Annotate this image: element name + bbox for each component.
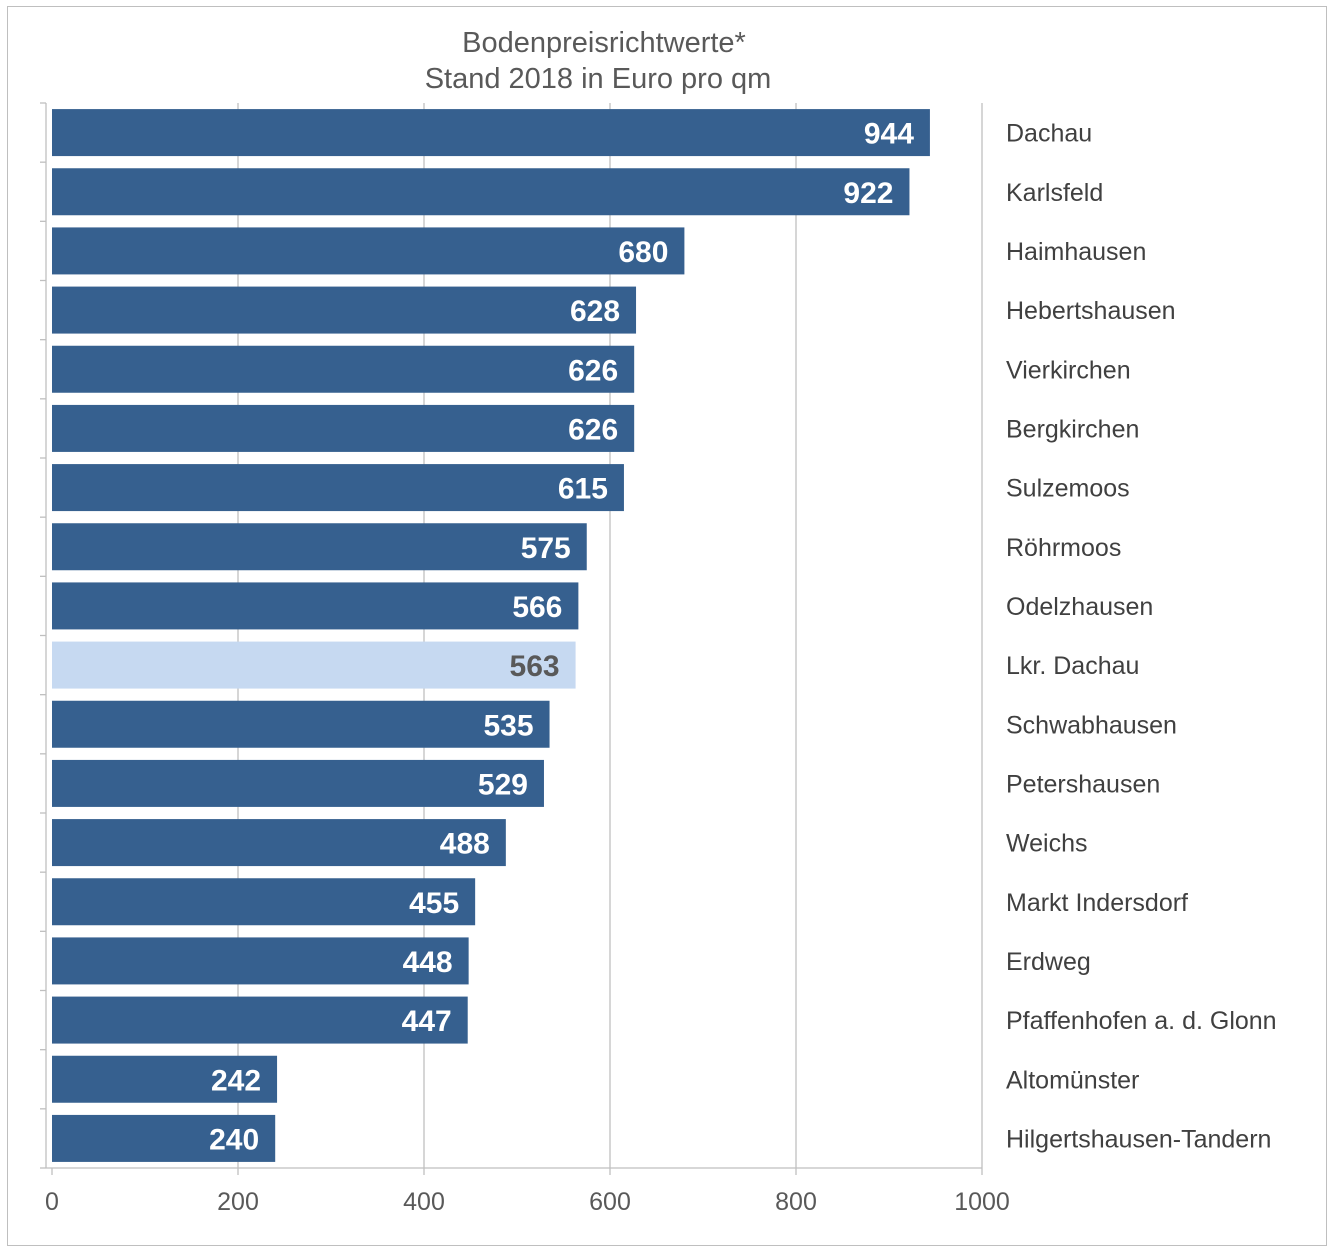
category-label: Erdweg	[1006, 948, 1091, 976]
x-tick-label: 600	[589, 1188, 631, 1216]
data-label: 448	[403, 946, 453, 979]
data-label: 447	[402, 1005, 452, 1038]
category-label: Schwabhausen	[1006, 711, 1177, 739]
bar	[52, 700, 550, 748]
chart-title-line-2: Stand 2018 in Euro pro qm	[425, 63, 772, 95]
bar	[52, 1055, 278, 1103]
bar	[52, 286, 637, 334]
data-label: 240	[209, 1123, 259, 1156]
category-label: Röhrmoos	[1006, 534, 1121, 562]
bar	[52, 582, 579, 630]
category-label: Dachau	[1006, 120, 1092, 148]
labels: 0 200 400 600 800 1000 944 Dachau 922 Karlsfeld 68…	[45, 118, 1277, 1216]
data-label: 615	[558, 473, 608, 506]
category-label: Odelzhausen	[1006, 593, 1153, 621]
category-label: Altomünster	[1006, 1066, 1139, 1094]
x-tick-label: 0	[45, 1188, 59, 1216]
bar	[52, 819, 506, 867]
category-label: Weichs	[1006, 830, 1088, 858]
data-label: 628	[570, 295, 620, 328]
data-label: 566	[512, 591, 562, 624]
category-label: Hebertshausen	[1006, 297, 1176, 325]
category-label: Markt Indersdorf	[1006, 889, 1188, 917]
category-label: Petershausen	[1006, 770, 1160, 798]
data-label: 529	[478, 768, 528, 801]
bars	[52, 109, 930, 1162]
x-tick-label: 800	[775, 1188, 817, 1216]
bar	[52, 523, 587, 571]
bar	[52, 227, 685, 275]
category-label: Sulzemoos	[1006, 475, 1130, 503]
data-label: 626	[568, 413, 618, 446]
category-label: Lkr. Dachau	[1006, 652, 1139, 680]
category-label: Vierkirchen	[1006, 356, 1131, 384]
data-label: 626	[568, 354, 618, 387]
bar	[52, 1114, 276, 1162]
data-label: 680	[618, 236, 668, 269]
axes	[40, 102, 983, 1175]
category-label: Karlsfeld	[1006, 179, 1103, 207]
bar	[52, 996, 468, 1044]
chart-title-line-1: Bodenpreisrichtwerte*	[462, 27, 746, 59]
gridlines	[237, 103, 983, 1168]
data-label: 563	[510, 650, 560, 683]
bar	[52, 878, 476, 926]
bar	[52, 168, 910, 216]
category-label: Bergkirchen	[1006, 415, 1139, 443]
data-label: 575	[521, 532, 571, 565]
data-label: 922	[843, 177, 893, 210]
bar	[52, 937, 469, 985]
data-label: 488	[440, 828, 490, 861]
bar	[52, 404, 635, 452]
data-label: 535	[483, 709, 533, 742]
bar	[52, 759, 544, 807]
bar	[52, 641, 576, 689]
x-tick-label: 200	[217, 1188, 259, 1216]
bar	[52, 345, 635, 393]
bar	[52, 109, 930, 157]
category-label: Haimhausen	[1006, 238, 1146, 266]
bar	[52, 464, 624, 512]
category-label: Hilgertshausen-Tandern	[1006, 1125, 1271, 1153]
x-tick-label: 1000	[954, 1188, 1010, 1216]
category-label: Pfaffenhofen a. d. Glonn	[1006, 1007, 1277, 1035]
data-label: 242	[211, 1064, 261, 1097]
data-label: 455	[409, 887, 459, 920]
x-tick-label: 400	[403, 1188, 445, 1216]
data-label: 944	[864, 118, 914, 151]
